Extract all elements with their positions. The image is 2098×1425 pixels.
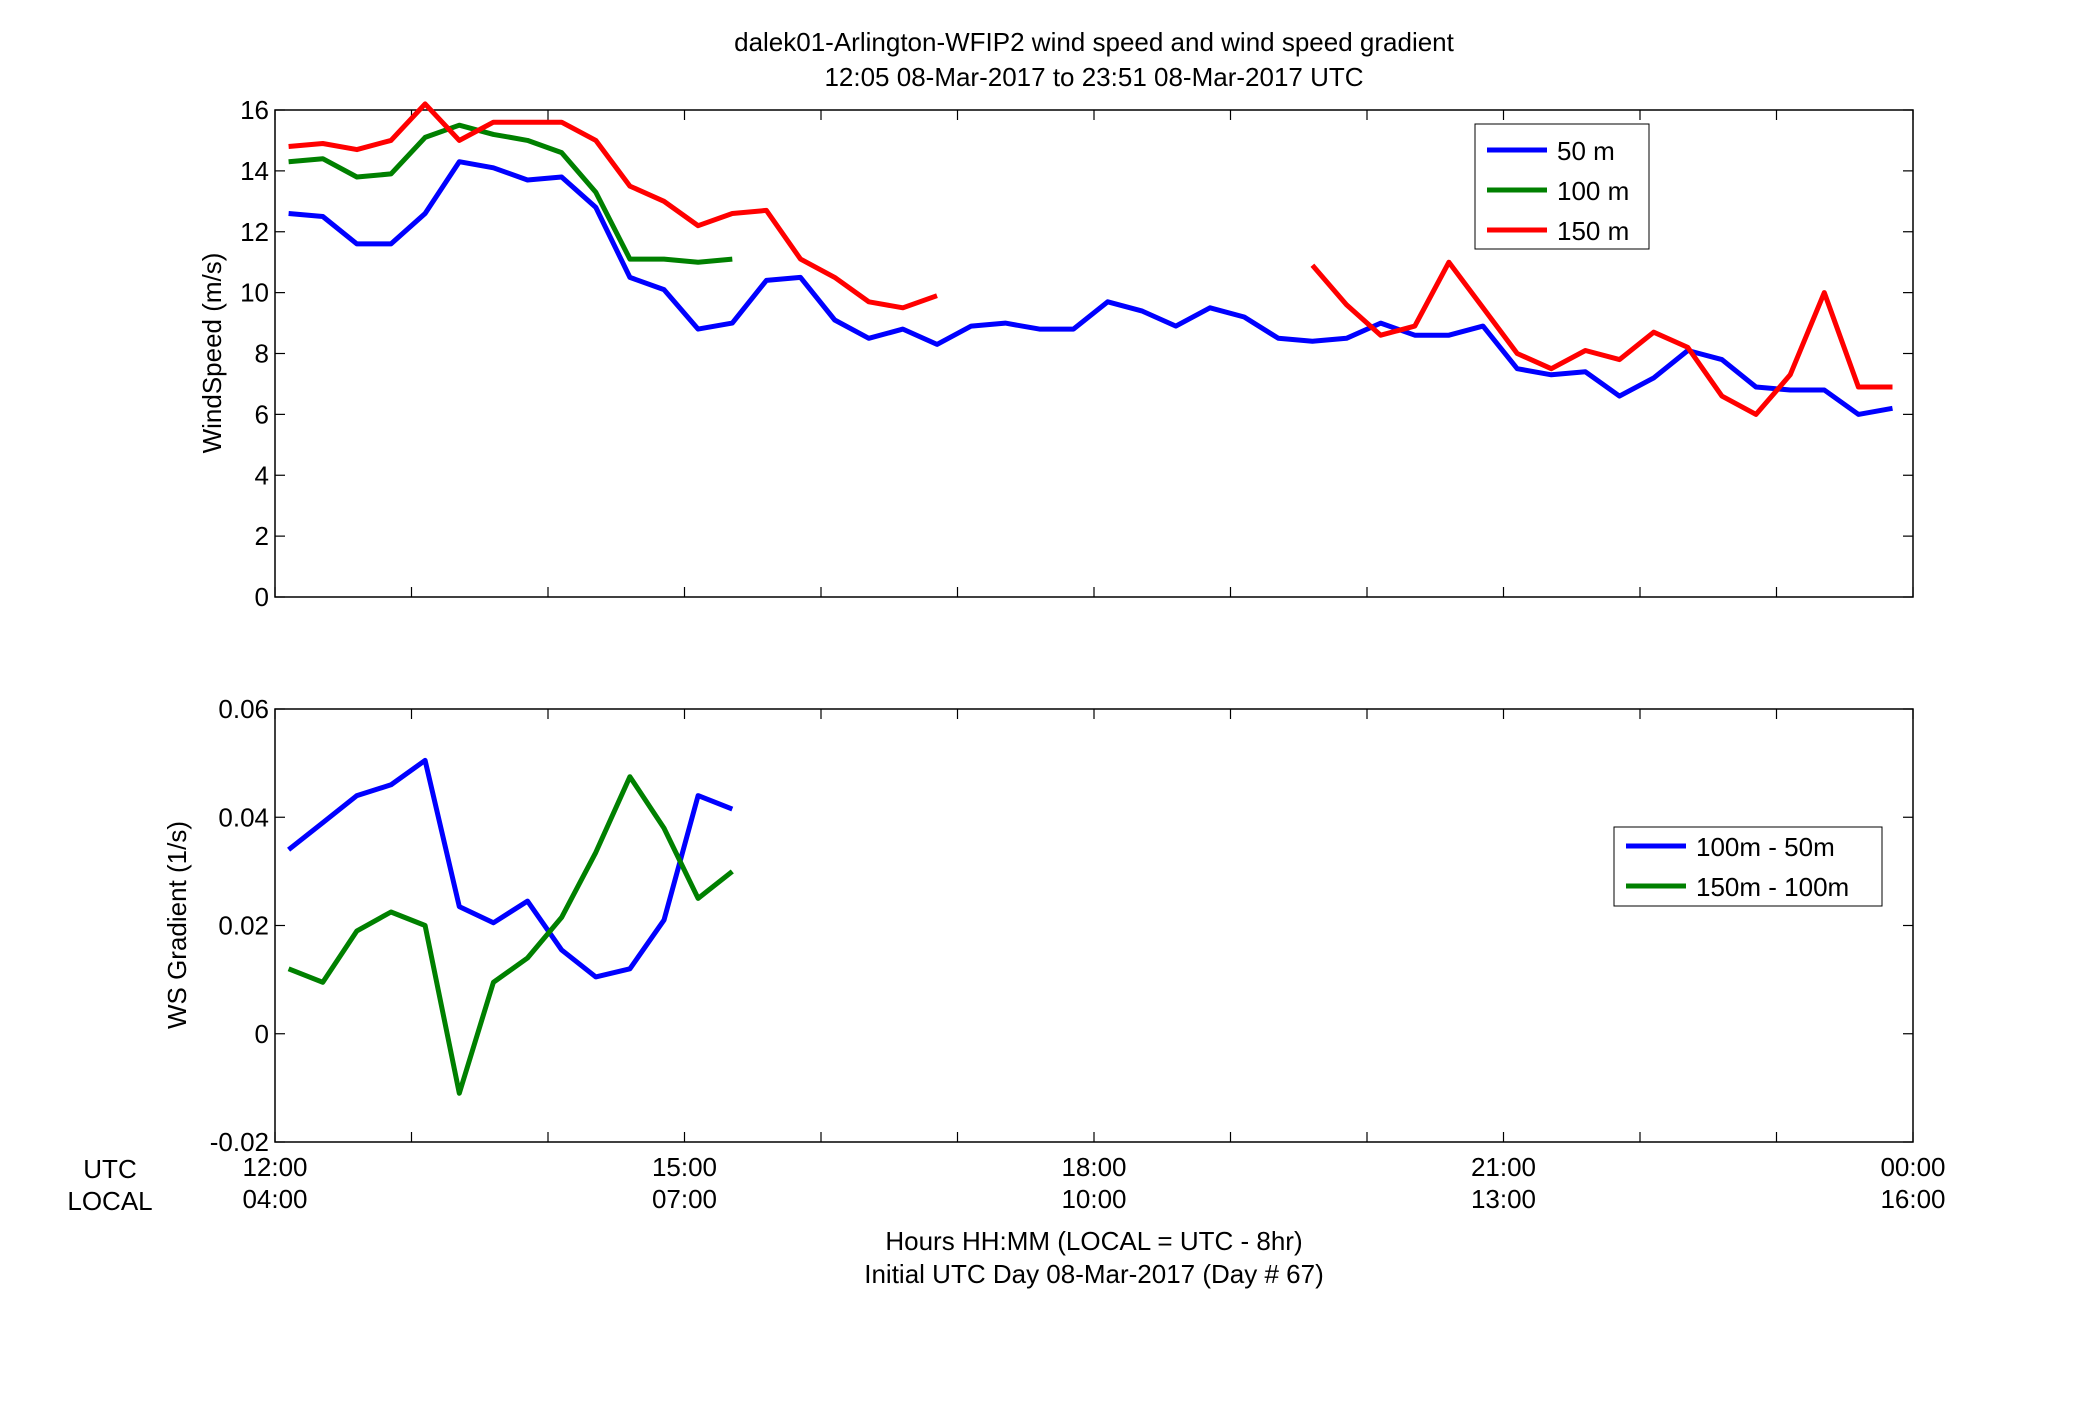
gradient-ticks: -0.02 0 0.02 0.04 0.06 xyxy=(210,694,1914,1157)
utc-tick-label: 15:00 xyxy=(652,1152,717,1182)
windspeed-ytick-label: 4 xyxy=(255,460,269,490)
xlabel-line2: Initial UTC Day 08-Mar-2017 (Day # 67) xyxy=(864,1259,1324,1289)
local-tick-label: 10:00 xyxy=(1061,1184,1126,1214)
gradient-legend: 100m - 50m 150m - 100m xyxy=(1613,826,1883,907)
windspeed-ytick-label: 14 xyxy=(240,156,269,186)
windspeed-ytick-label: 0 xyxy=(255,582,269,612)
local-row-label: LOCAL xyxy=(67,1186,152,1216)
local-tick-label: 13:00 xyxy=(1471,1184,1536,1214)
gradient-ytick-label: 0.04 xyxy=(218,802,269,832)
windspeed-ytick-label: 12 xyxy=(240,217,269,247)
xlabel-line1: Hours HH:MM (LOCAL = UTC - 8hr) xyxy=(885,1226,1302,1256)
windspeed-ytick-label: 6 xyxy=(255,399,269,429)
local-tick-label: 04:00 xyxy=(242,1184,307,1214)
utc-tick-label: 18:00 xyxy=(1061,1152,1126,1182)
windspeed-legend: 50 m 100 m 150 m xyxy=(1474,123,1650,250)
windspeed-ytick-label: 8 xyxy=(255,339,269,369)
gradient-ytick-label: -0.02 xyxy=(210,1127,269,1157)
legend-label-150m-100m: 150m - 100m xyxy=(1696,872,1849,902)
legend-label-50m: 50 m xyxy=(1557,136,1615,166)
gradient-ytick-label: 0.02 xyxy=(218,911,269,941)
windspeed-ticks: 0 2 4 6 8 10 12 14 16 xyxy=(240,95,1914,612)
gradient-series-line-1 xyxy=(287,774,734,1096)
utc-row-label: UTC xyxy=(83,1154,136,1184)
windspeed-ytick-label: 10 xyxy=(240,278,269,308)
gradient-ytick-label: 0 xyxy=(255,1019,269,1049)
windspeed-panel: 0 2 4 6 8 10 12 14 16 WindSpeed (m/s) 50 m 100 m… xyxy=(197,95,1914,612)
windspeed-ytick-label: 16 xyxy=(240,95,269,125)
windspeed-series-line-2 xyxy=(288,101,938,311)
gradient-ytick-label: 0.06 xyxy=(218,694,269,724)
windspeed-axes-box xyxy=(274,109,1914,598)
windspeed-ytick-label: 2 xyxy=(255,521,269,551)
windspeed-series xyxy=(288,101,1893,417)
legend-label-100m-50m: 100m - 50m xyxy=(1696,832,1835,862)
windspeed-ylabel: WindSpeed (m/s) xyxy=(197,253,227,454)
gradient-ylabel: WS Gradient (1/s) xyxy=(162,821,192,1029)
windspeed-series-line-0 xyxy=(288,159,1893,417)
windspeed-series-line-2 xyxy=(1310,259,1893,417)
utc-tick-label: 12:00 xyxy=(242,1152,307,1182)
utc-tick-label: 21:00 xyxy=(1471,1152,1536,1182)
gradient-series xyxy=(287,757,734,1096)
windspeed-series-line-1 xyxy=(288,122,733,265)
gradient-series-line-0 xyxy=(287,757,734,980)
local-tick-label: 16:00 xyxy=(1880,1184,1945,1214)
gradient-axes-box xyxy=(274,708,1914,1143)
local-tick-label: 07:00 xyxy=(652,1184,717,1214)
utc-tick-label: 00:00 xyxy=(1880,1152,1945,1182)
legend-label-100m: 100 m xyxy=(1557,176,1629,206)
chart-title: dalek01-Arlington-WFIP2 wind speed and w… xyxy=(734,27,1455,57)
gradient-panel: -0.02 0 0.02 0.04 0.06 WS Gradient (1/s) 100… xyxy=(162,694,1914,1157)
chart-subtitle: 12:05 08-Mar-2017 to 23:51 08-Mar-2017 U… xyxy=(824,62,1363,92)
legend-label-150m: 150 m xyxy=(1557,216,1629,246)
gradient-legend-box xyxy=(1613,826,1883,907)
